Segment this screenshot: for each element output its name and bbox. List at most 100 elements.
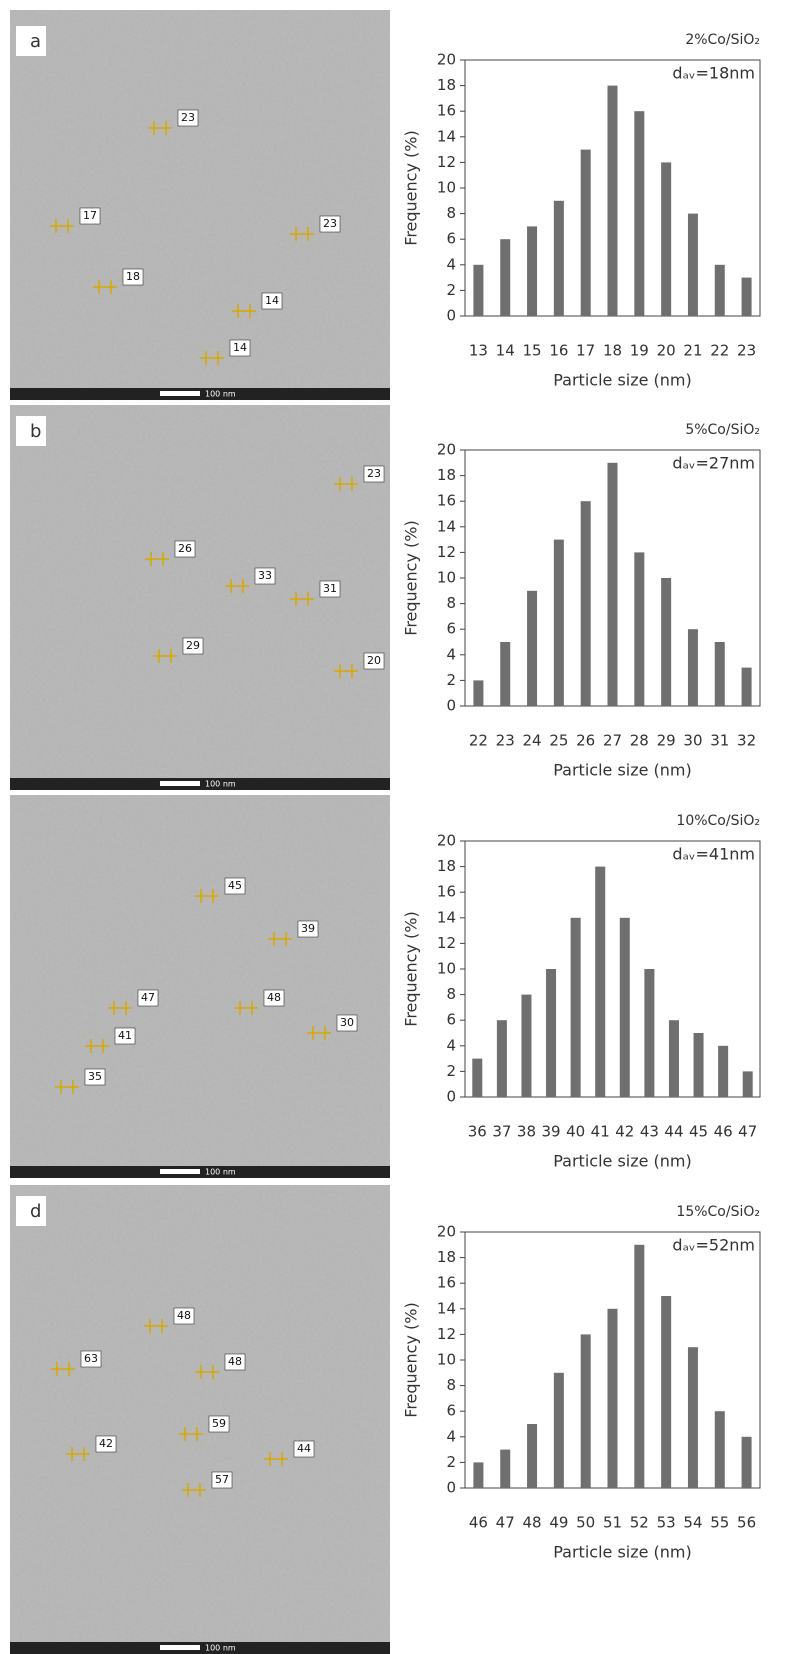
particle-marker (234, 1001, 258, 1015)
label-box (177, 109, 199, 127)
bar (473, 1462, 484, 1488)
bar (687, 213, 698, 316)
particle-label: 42 (99, 1437, 113, 1450)
particle-marker (307, 1026, 331, 1040)
y-tick-label: 4 (446, 1036, 456, 1054)
scale-label: 100 nm (205, 1644, 236, 1653)
y-tick-label: 8 (446, 204, 456, 222)
letter-bg (16, 1196, 46, 1226)
y-tick-label: 20 (437, 1223, 456, 1241)
x-tick-label: 21 (683, 342, 702, 360)
label-box (254, 567, 276, 585)
x-tick-label: 23 (496, 732, 515, 750)
particle-label: 33 (258, 569, 272, 582)
particle-label: 48 (228, 1355, 242, 1368)
particle-marker (50, 219, 74, 233)
y-tick-label: 18 (437, 76, 456, 94)
y-tick-label: 14 (437, 517, 456, 535)
plot-frame (464, 840, 761, 1098)
y-tick-label: 12 (437, 543, 456, 561)
y-tick-label: 16 (437, 1274, 456, 1292)
y-tick-label: 8 (446, 1376, 456, 1394)
x-tick-label: 48 (522, 1514, 541, 1532)
x-tick-label: 26 (576, 732, 595, 750)
label-box (336, 1014, 358, 1032)
particle-label: 35 (88, 1070, 102, 1083)
particle-marker (153, 649, 177, 663)
particle-label: 63 (84, 1352, 98, 1365)
bar (500, 642, 511, 706)
scale-label: 100 nm (205, 390, 236, 399)
x-axis-label: Particle size (nm) (553, 761, 692, 780)
panel-letter: a (30, 31, 41, 52)
bar (714, 642, 725, 706)
label-box (137, 989, 159, 1007)
x-tick-label: 53 (657, 1514, 676, 1532)
particle-label: 41 (118, 1029, 132, 1042)
y-tick-label: 8 (446, 985, 456, 1003)
y-tick-label: 14 (437, 127, 456, 145)
label-box (114, 1027, 136, 1045)
particle-label: 14 (233, 341, 247, 354)
scale-label: 100 nm (205, 780, 236, 789)
particle-marker (334, 477, 358, 491)
label-box (261, 292, 283, 310)
bar (496, 1020, 507, 1097)
bar (741, 667, 752, 706)
x-tick-label: 32 (737, 732, 756, 750)
x-tick-label: 22 (710, 342, 729, 360)
y-axis-label: Frequency (%) (402, 1302, 421, 1417)
scale-bar (160, 391, 200, 396)
bar (473, 680, 484, 706)
label-box (79, 207, 101, 225)
particle-marker (290, 227, 314, 241)
x-tick-label: 20 (657, 342, 676, 360)
bar (473, 264, 484, 316)
x-tick-label: 30 (683, 732, 702, 750)
label-box (319, 580, 341, 598)
panel-letter: d (30, 1201, 41, 1222)
x-tick-label: 56 (737, 1514, 756, 1532)
particle-marker (225, 579, 249, 593)
y-tick-label: 12 (437, 934, 456, 952)
label-box (319, 215, 341, 233)
bar (661, 578, 672, 706)
y-tick-label: 2 (446, 1062, 456, 1080)
label-box (224, 877, 246, 895)
label-box (122, 268, 144, 286)
bar (472, 1058, 483, 1097)
x-tick-label: 43 (640, 1123, 659, 1141)
y-tick-label: 6 (446, 230, 456, 248)
particle-marker (268, 932, 292, 946)
y-tick-label: 0 (446, 1088, 456, 1106)
label-box (182, 637, 204, 655)
label-box (84, 1068, 106, 1086)
particle-marker (182, 1483, 206, 1497)
annotation: dₐᵥ=27nm (672, 454, 755, 473)
particle-marker (144, 1319, 168, 1333)
label-box (363, 465, 385, 483)
bar (607, 1308, 618, 1488)
tem-texture (10, 10, 390, 400)
x-tick-label: 41 (591, 1123, 610, 1141)
x-tick-label: 40 (566, 1123, 585, 1141)
bar (668, 1020, 679, 1097)
y-tick-label: 6 (446, 1011, 456, 1029)
particle-label: 57 (215, 1473, 229, 1486)
bar (741, 277, 752, 316)
particle-label: 18 (126, 270, 140, 283)
label-box (263, 989, 285, 1007)
label-box (224, 1353, 246, 1371)
bar (714, 264, 725, 316)
y-tick-label: 10 (437, 960, 456, 978)
x-tick-label: 16 (549, 342, 568, 360)
bar (580, 1334, 591, 1488)
bar (634, 552, 645, 706)
x-tick-label: 38 (517, 1123, 536, 1141)
x-tick-label: 52 (630, 1514, 649, 1532)
scale-bar (160, 1645, 200, 1650)
y-tick-label: 18 (437, 466, 456, 484)
x-tick-label: 17 (576, 342, 595, 360)
bar (553, 200, 564, 316)
